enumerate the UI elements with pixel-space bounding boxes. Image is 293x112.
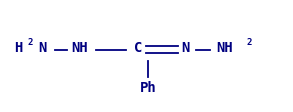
Text: N: N (38, 41, 46, 55)
Text: 2: 2 (27, 38, 33, 47)
Text: NH: NH (217, 41, 234, 55)
Text: NH: NH (71, 41, 88, 55)
Text: Ph: Ph (140, 80, 156, 94)
Text: N: N (181, 41, 189, 55)
Text: C: C (134, 41, 142, 55)
Text: H: H (14, 41, 22, 55)
Text: 2: 2 (246, 38, 252, 47)
